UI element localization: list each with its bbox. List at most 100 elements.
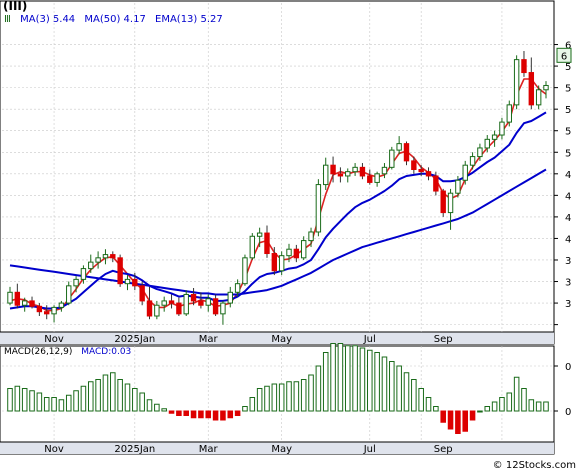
candle-body — [132, 278, 138, 287]
candle-body — [198, 300, 204, 306]
candle-body — [212, 298, 219, 315]
candle-body — [51, 306, 57, 315]
macd-bar — [418, 388, 424, 412]
candle-body — [117, 257, 123, 285]
macd-bar — [51, 397, 57, 412]
macd-bar — [146, 399, 153, 412]
macd-bar — [469, 410, 476, 421]
macd-bar — [411, 379, 417, 412]
candle-body — [337, 173, 344, 177]
y-tick-label: 3 — [565, 256, 571, 267]
y-tick-label: 4 — [565, 191, 571, 202]
candle-body — [7, 291, 13, 304]
macd-bar — [264, 385, 270, 412]
watermark: © 12Stocks.com — [492, 460, 576, 471]
macd-bar — [293, 381, 300, 412]
candle-body — [403, 143, 410, 162]
macd-bar — [234, 410, 241, 416]
candle-body — [168, 300, 175, 304]
ma3-line — [9, 78, 547, 312]
candle-body — [543, 84, 549, 91]
macd-bar — [80, 385, 87, 412]
macd-bar — [506, 392, 513, 412]
candle-body — [374, 173, 380, 183]
macd-bar — [176, 410, 182, 416]
candle-body — [44, 311, 50, 315]
candle-body — [102, 254, 109, 259]
macd-bar — [102, 374, 109, 412]
macd-bar — [389, 361, 395, 412]
candle-body — [535, 89, 542, 106]
y-tick-label: 4 — [565, 213, 571, 224]
macd-bar — [403, 372, 410, 412]
macd-bar — [110, 372, 116, 412]
last-price-box — [556, 47, 572, 63]
candle-body — [36, 305, 43, 313]
macd-bar — [315, 365, 322, 412]
candle-body — [513, 59, 520, 106]
last-price-label: 6 — [561, 51, 567, 62]
candle-body — [367, 175, 373, 183]
macd-bar — [227, 410, 234, 419]
macd-bar — [330, 343, 336, 412]
candle-body — [73, 278, 79, 287]
candle-body — [278, 255, 285, 272]
candle-body — [124, 278, 131, 285]
macd-bar — [87, 381, 94, 412]
macd-bar — [278, 383, 285, 412]
y-tick-label: 5 — [565, 127, 571, 138]
macd-bar — [352, 345, 358, 412]
macd-bar — [367, 349, 373, 412]
candle-body — [440, 190, 446, 214]
candle-body — [455, 179, 461, 194]
candle-body — [396, 143, 402, 151]
candle-body — [293, 248, 300, 259]
candle-body — [242, 257, 248, 285]
macd-bar — [499, 397, 505, 412]
candle-body — [308, 231, 314, 242]
candle-body — [462, 164, 468, 181]
ma3-legend: MA(3) 5.44 — [20, 14, 76, 25]
macd-bar — [65, 394, 72, 412]
macd-signal: MACD:0.03 — [81, 347, 132, 357]
macd-bar — [139, 392, 145, 412]
ma-legend: Ⅲ MA(3) 5.44 MA(50) 4.17 EMA(13) 5.27 — [4, 14, 223, 25]
candle-body — [330, 164, 336, 175]
macd-bar — [36, 392, 43, 412]
iii-icon: Ⅲ — [4, 14, 11, 25]
y-tick-label: 5 — [565, 84, 571, 95]
x-axis-strip-top — [0, 332, 554, 344]
macd-bar — [484, 406, 491, 412]
macd-bar — [14, 385, 21, 412]
candle-body — [433, 175, 439, 192]
candle-body — [447, 192, 454, 214]
candle-body — [499, 121, 505, 136]
x-tick-label: Mar — [199, 444, 219, 455]
macd-legend: MACD(26,12,9) MACD:0.03 — [4, 347, 131, 357]
candle-body — [286, 248, 292, 257]
macd-bar — [477, 410, 483, 413]
macd-bar — [344, 345, 351, 412]
macd-bar — [543, 401, 549, 412]
candle-body — [80, 268, 87, 280]
macd-bar — [220, 410, 226, 421]
macd-bar — [124, 383, 131, 412]
candle-body — [249, 235, 256, 259]
candle-body — [521, 59, 527, 74]
x-tick-label: Sep — [434, 334, 453, 345]
macd-bar — [168, 410, 175, 414]
macd-bar — [271, 383, 278, 412]
candle-body — [183, 293, 189, 315]
macd-bar — [528, 399, 535, 412]
y-tick-label: 4 — [565, 170, 571, 181]
macd-bar — [433, 406, 439, 412]
candle-body — [315, 184, 322, 233]
candle-body — [352, 166, 358, 173]
ma50-legend: MA(50) 4.17 — [84, 14, 146, 25]
candle-body — [345, 171, 351, 177]
macd-bar — [198, 410, 204, 419]
candle-body — [146, 300, 153, 317]
macd-bar — [58, 399, 65, 412]
macd-bar — [300, 379, 307, 412]
